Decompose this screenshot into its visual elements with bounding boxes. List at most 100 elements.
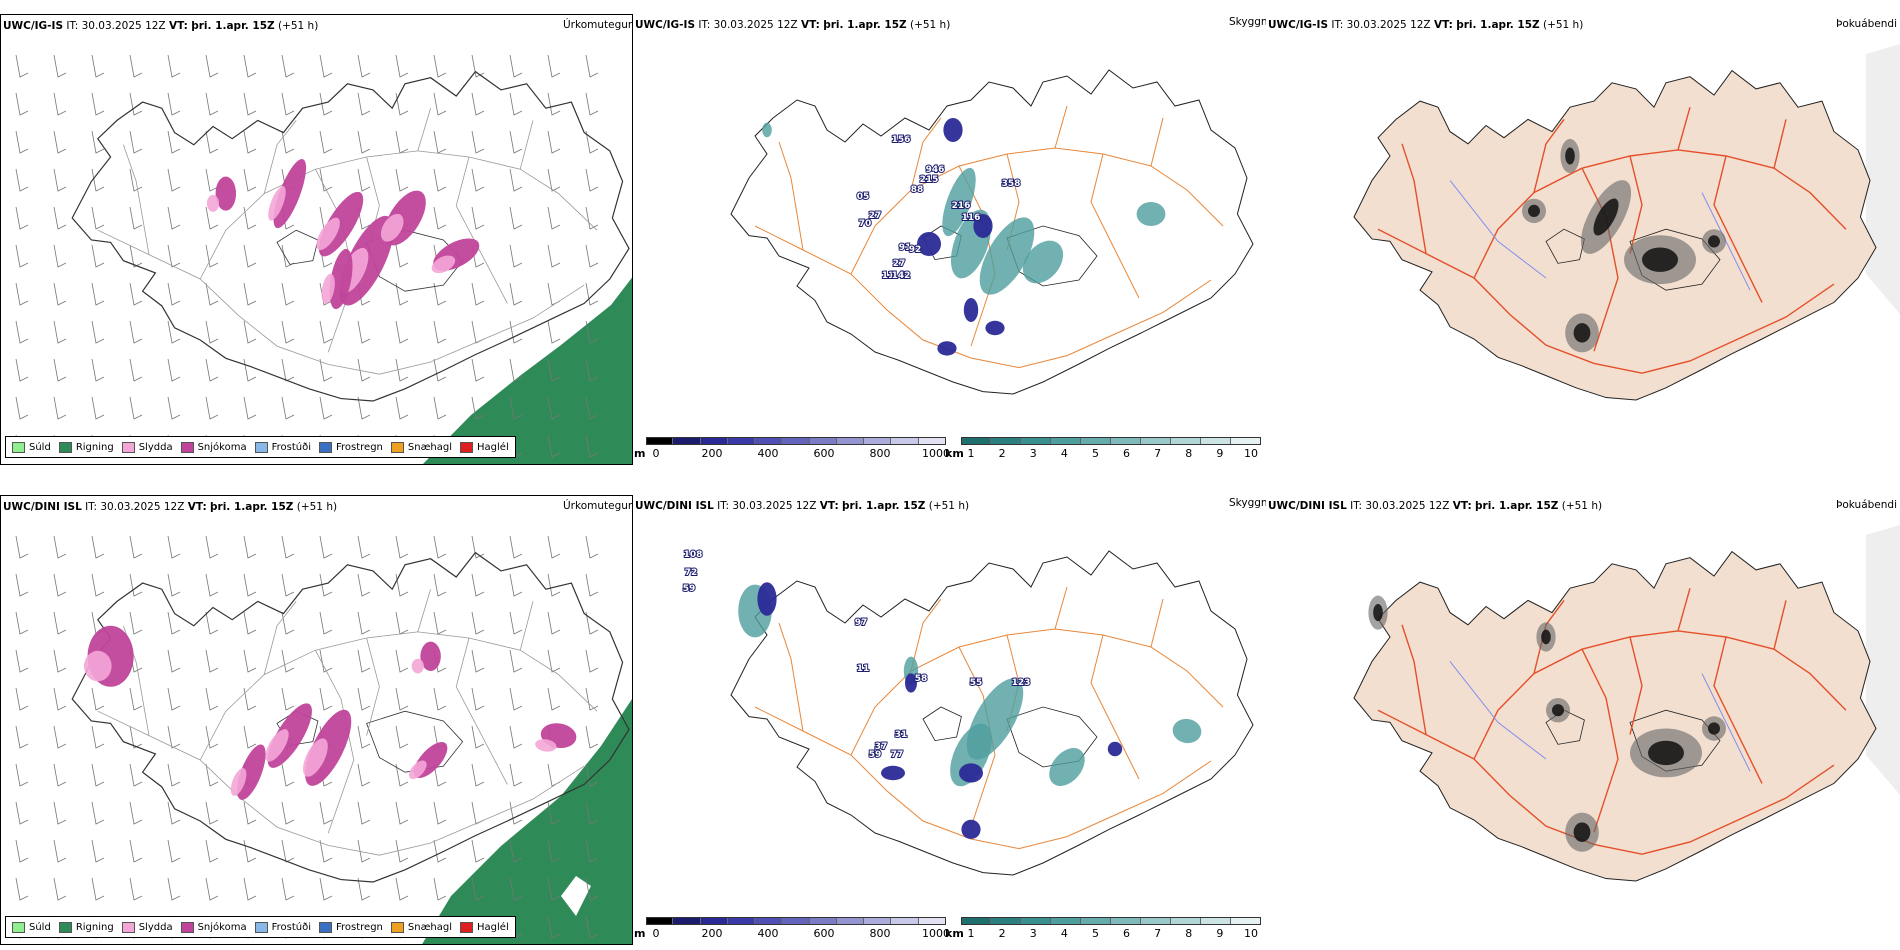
colorbar-tick-label: 8 (1185, 447, 1193, 460)
colorbar-tick-label: 10 (1244, 447, 1258, 460)
precip-legend-label: Haglél (477, 441, 509, 453)
precip-legend-label: Snæhagl (407, 921, 453, 933)
precip-legend-label: Slydda (138, 441, 173, 453)
precip-legend-label: Slydda (138, 921, 173, 933)
precip-legend-swatch (254, 921, 268, 933)
panel-name: Skyggni (1229, 16, 1266, 28)
colorbar-tick-label: 9 (1216, 927, 1224, 940)
panel-title: UWC/DINI ISL IT: 30.03.2025 12Z VT: þri.… (3, 501, 338, 513)
panel-name: Þokuábendi (1836, 499, 1897, 511)
cloud-base-value-label: 108 (684, 550, 703, 560)
panel-title: UWC/DINI ISL IT: 30.03.2025 12Z VT: þri.… (635, 500, 970, 512)
colorbar-tick-label: 1 (967, 927, 975, 940)
colorbar-tick-label: 200 (701, 447, 723, 460)
colorbar-segment (891, 917, 919, 925)
precip-legend-item: Frostúði (254, 921, 311, 933)
colorbar-tick-label: 9 (1216, 447, 1224, 460)
colorbar-tick-label: 2 (998, 447, 1006, 460)
colorbar-tick-label: 5 (1091, 927, 1099, 940)
iceland-outline (72, 553, 629, 882)
panel-title: UWC/IG-IS IT: 30.03.2025 12Z VT: þri. 1.… (3, 20, 319, 32)
colorbar-segment (673, 437, 701, 445)
colorbar-tick-label: 8 (1185, 927, 1193, 940)
colorbar-segment (891, 437, 919, 445)
colorbar-tick-label: 7 (1154, 447, 1162, 460)
precip-legend-swatch (58, 921, 72, 933)
colorbar-segment (646, 437, 674, 445)
colorbar-segment (1051, 437, 1081, 445)
colorbar-tick-label: 5 (1091, 447, 1099, 460)
precip-legend-item: Frostúði (254, 441, 311, 453)
precip-legend-swatch (390, 441, 404, 453)
precip-legend-swatch (319, 441, 332, 453)
cloud-base-value-label: 142 (892, 271, 911, 281)
precip-legend-label: Rigning (75, 441, 114, 453)
precip-map (15, 54, 632, 464)
colorbar-segment (727, 917, 756, 925)
cloud-base-panel-top: UWC/IG-IS IT: 30.03.2025 12Z VT: þri. 1.… (633, 14, 1266, 465)
colorbar-tick-label: 4 (1060, 927, 1068, 940)
colorbar-tick-label: 3 (1029, 447, 1037, 460)
colorbar-tick-label: 10 (1244, 927, 1258, 940)
precip-legend-item: Snæhagl (390, 921, 453, 933)
colorbar-segment (727, 437, 756, 445)
cloud-base-value-label: 05 (857, 192, 870, 202)
colorbar-tick-label: 7 (1154, 927, 1162, 940)
colorbar-segment (700, 917, 728, 925)
colorbar-segment (991, 917, 1021, 925)
precip-legend-item: Frostregn (319, 921, 383, 933)
cloud-base-value-label: 59 (869, 750, 882, 760)
colorbar-tick-label: 600 (813, 447, 835, 460)
colorbar-segment (809, 917, 837, 925)
panel-name: Skyggni (1229, 497, 1266, 509)
cloud-base-value-label: 215 (920, 175, 939, 185)
precip-legend-item: Haglél (460, 921, 509, 933)
cloud-base-value-label: 216 (952, 201, 971, 211)
colorbar-tick-label: 6 (1123, 927, 1131, 940)
precip-legend-swatch (180, 921, 194, 933)
colorbar-unit: km (945, 447, 964, 460)
colorbar-tick-label: 2 (998, 927, 1006, 940)
cloud-base-value-label: 92 (909, 245, 922, 255)
colorbar-segment (1201, 437, 1231, 445)
colorbar-segment (864, 437, 892, 445)
cloud-base-value-label: 37 (875, 742, 888, 752)
panel-name: Úrkomutegund (563, 19, 632, 31)
cloud-base-value-label: 11 (882, 271, 895, 281)
colorbar-segment (809, 437, 837, 445)
colorbar-unit: m (634, 927, 646, 940)
precip-legend-swatch (460, 921, 474, 933)
precip-type-panel-bottom: UWC/DINI ISL IT: 30.03.2025 12Z VT: þri.… (0, 495, 633, 945)
cloud-base-value-label: 123 (1012, 678, 1031, 688)
precip-legend-label: Frostregn (336, 441, 383, 453)
precip-legend-item: Súld (12, 921, 51, 933)
precip-legend-swatch (390, 921, 404, 933)
colorbar-segment (646, 917, 674, 925)
cloud-base-value-label: 77 (891, 750, 904, 760)
cloud-base-value-label: 116 (962, 213, 981, 223)
cloud-base-value-label: 97 (855, 618, 868, 628)
cloud-base-value-label: 72 (685, 568, 698, 578)
colorbar-segment (755, 437, 783, 445)
wind-barbs (15, 535, 599, 939)
precip-legend-item: Snjókoma (180, 441, 247, 453)
precip-legend-swatch (180, 441, 194, 453)
colorbar-tick-label: 800 (869, 447, 891, 460)
colorbar-segment (961, 917, 991, 925)
precip-legend-swatch (121, 441, 135, 453)
panel-name: Þokuábendi (1836, 18, 1897, 30)
precip-legend-swatch (319, 921, 332, 933)
precip-legend-label: Snæhagl (407, 441, 453, 453)
colorbar-segment (1081, 437, 1111, 445)
colorbar-tick-label: 400 (757, 447, 779, 460)
precip-legend-item: Rigning (58, 921, 114, 933)
precip-legend-item: Súld (12, 441, 51, 453)
precip-legend-item: Slydda (121, 441, 173, 453)
precip-type-panel-top: UWC/IG-IS IT: 30.03.2025 12Z VT: þri. 1.… (0, 14, 633, 465)
colorbar-segment (755, 917, 783, 925)
precip-legend-swatch (254, 441, 268, 453)
colorbar-tick-label: 600 (813, 927, 835, 940)
precip-legend-swatch (12, 441, 25, 453)
precip-legend-label: Snjókoma (197, 441, 247, 453)
